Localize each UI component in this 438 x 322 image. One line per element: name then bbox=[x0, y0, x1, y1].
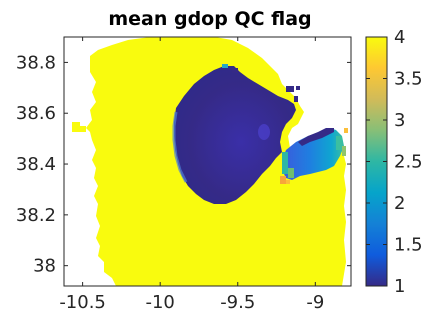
gradient-fringe bbox=[288, 168, 294, 178]
gradient-fringe bbox=[336, 136, 342, 150]
colorbar-tick-label: 2 bbox=[394, 193, 405, 214]
y-tick-label: 38.6 bbox=[16, 103, 56, 124]
high-flag-spot bbox=[280, 176, 286, 184]
high-flag-spot bbox=[344, 128, 348, 133]
low-flag-speck bbox=[294, 96, 298, 102]
y-axis: 38 38.2 38.4 38.6 38.8 bbox=[16, 52, 351, 277]
coverage-patch bbox=[80, 126, 86, 132]
x-tick-label: -9.5 bbox=[220, 292, 255, 313]
x-axis: -10.5 -10 -9.5 -9 bbox=[59, 37, 324, 313]
colorbar-axis: 1 1.5 2 2.5 3 3.5 4 bbox=[366, 27, 423, 297]
heatmap-field bbox=[72, 37, 348, 286]
east-arm bbox=[298, 128, 334, 146]
colorbar-tick-label: 2.5 bbox=[394, 152, 423, 173]
x-tick-label: -10 bbox=[145, 292, 174, 313]
low-flag-spot bbox=[222, 64, 228, 68]
low-flag-speck bbox=[286, 86, 294, 92]
gradient-fringe bbox=[282, 152, 288, 174]
y-tick-label: 38.4 bbox=[16, 154, 56, 175]
high-flag-spot bbox=[286, 180, 290, 184]
colorbar-tick-label: 3.5 bbox=[394, 69, 423, 90]
x-tick-label: -10.5 bbox=[59, 292, 106, 313]
y-tick-label: 38.8 bbox=[16, 52, 56, 73]
y-tick-label: 38.2 bbox=[16, 205, 56, 226]
low-flag-center bbox=[258, 124, 270, 140]
x-tick-label: -9 bbox=[306, 292, 324, 313]
colorbar-tick-label: 3 bbox=[394, 110, 405, 131]
gradient-fringe bbox=[342, 146, 346, 156]
low-flag-speck bbox=[232, 68, 238, 73]
chart-title: mean gdop QC flag bbox=[108, 8, 311, 30]
colorbar-tick-label: 4 bbox=[394, 27, 405, 48]
low-flag-region bbox=[174, 66, 296, 204]
colorbar-tick-label: 1.5 bbox=[394, 235, 423, 256]
low-flag-edge bbox=[172, 111, 188, 183]
coverage-patch bbox=[72, 122, 80, 132]
axes-frame bbox=[63, 36, 352, 287]
low-flag-speck bbox=[296, 86, 300, 90]
colorbar-tick-label: 1 bbox=[394, 276, 405, 297]
y-tick-label: 38 bbox=[33, 256, 56, 277]
east-gradient-region bbox=[282, 128, 344, 180]
